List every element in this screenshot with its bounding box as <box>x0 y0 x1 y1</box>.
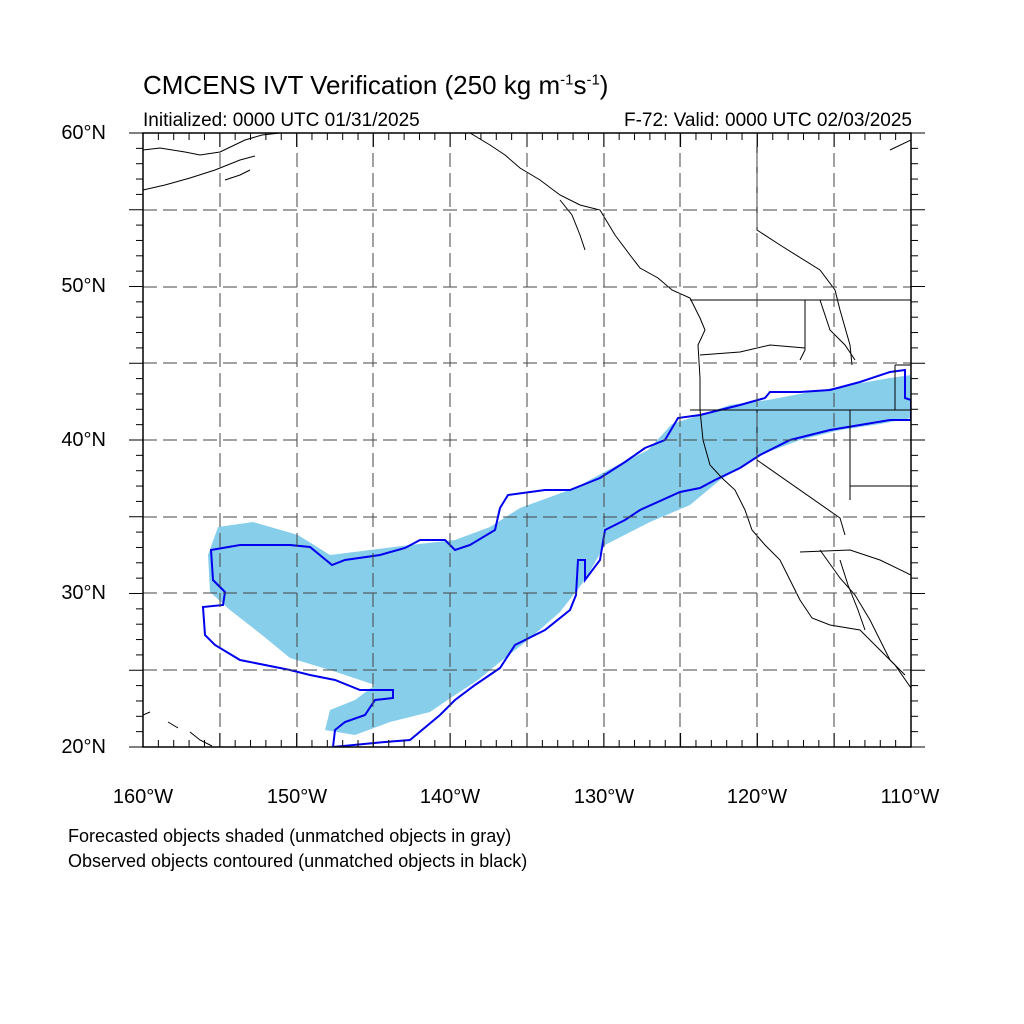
coastlines <box>143 133 911 747</box>
lat-label-30: 30°N <box>61 582 106 604</box>
axis-ticks <box>129 132 925 748</box>
valid-time-label: F-72: Valid: 0000 UTC 02/03/2025 <box>624 110 912 131</box>
note-observed: Observed objects contoured (unmatched ob… <box>68 851 528 871</box>
lat-label-20: 20°N <box>61 736 106 758</box>
grid-lines <box>143 133 911 747</box>
lat-label-40: 40°N <box>61 429 106 451</box>
lon-label-130w: 130°W <box>573 786 635 808</box>
init-time-label: Initialized: 0000 UTC 01/31/2025 <box>143 110 420 131</box>
lon-label-120w: 120°W <box>726 786 788 808</box>
lon-label-110w: 110°W <box>880 786 940 808</box>
lon-label-150w: 150°W <box>266 786 328 808</box>
observed-object-contour <box>201 368 911 747</box>
lon-label-160w: 160°W <box>112 786 174 808</box>
forecast-object-fill <box>208 375 911 735</box>
lat-label-60: 60°N <box>61 122 106 144</box>
chart-title: CMCENS IVT Verification (250 kg m-1s-1) <box>143 70 609 100</box>
lon-label-140w: 140°W <box>419 786 481 808</box>
lat-label-50: 50°N <box>61 275 106 297</box>
note-forecast: Forecasted objects shaded (unmatched obj… <box>68 826 512 846</box>
